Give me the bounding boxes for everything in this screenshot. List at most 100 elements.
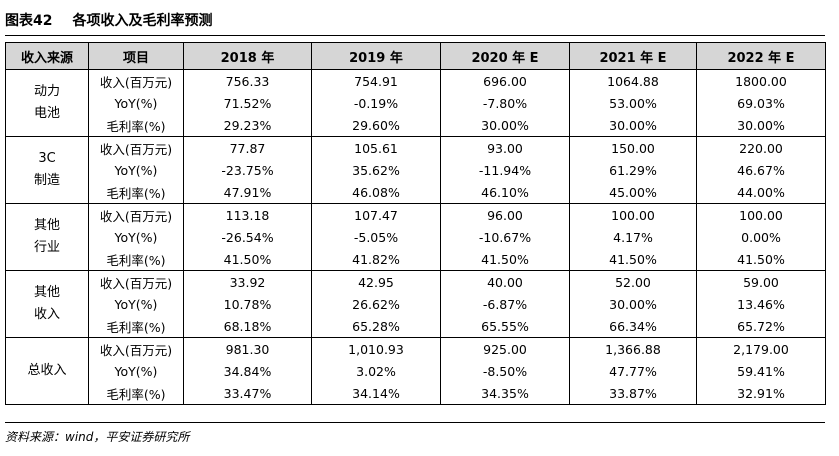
item-cell: YoY(%) [88, 293, 184, 315]
table-row: 毛利率(%) 68.18% 65.28% 65.55% 66.34% 65.72% [6, 315, 826, 338]
value-cell: 30.00% [696, 114, 826, 137]
table-row: 3C 制造 收入(百万元) 77.87 105.61 93.00 150.00 220.00 [5, 136, 826, 204]
value-cell: -6.87% [440, 293, 570, 315]
value-cell: -11.94% [440, 159, 570, 181]
value-cell: 41.82% [311, 248, 441, 271]
value-cell: 68.18% [183, 315, 312, 338]
value-cell: 754.91 [311, 69, 441, 92]
item-cell: 毛利率(%) [88, 114, 184, 137]
revenue-source-line1: 总收入 [27, 363, 67, 378]
value-cell: 59.00 [696, 270, 826, 293]
table-row: YoY(%) 34.84% 3.02% -8.50% 47.77% 59.41% [6, 360, 826, 382]
figure-number: 图表42 [5, 13, 53, 29]
item-cell: YoY(%) [88, 159, 184, 181]
revenue-source-line1: 其他 [33, 218, 60, 233]
value-cell: 41.50% [569, 248, 697, 271]
value-cell: 100.00 [569, 203, 697, 226]
value-cell: -5.05% [311, 226, 441, 248]
value-cell: 47.91% [183, 181, 312, 204]
revenue-source-cell: 3C 制造 [5, 136, 89, 204]
revenue-source-line2: 电池 [33, 106, 60, 121]
table-body: 动力 电池 收入(百万元) 756.33 754.91 696.00 1064.88 1800… [5, 69, 826, 405]
value-cell: -23.75% [183, 159, 312, 181]
value-cell: 34.84% [183, 360, 312, 382]
value-cell: 44.00% [696, 181, 826, 204]
value-cell: 45.00% [569, 181, 697, 204]
value-cell: 33.92 [183, 270, 312, 293]
value-cell: -8.50% [440, 360, 570, 382]
value-cell: 107.47 [311, 203, 441, 226]
revenue-source-cell: 总收入 [5, 337, 89, 405]
value-cell: 30.00% [440, 114, 570, 137]
value-cell: 105.61 [311, 136, 441, 159]
value-cell: 53.00% [569, 92, 697, 114]
revenue-source-cell: 动力 电池 [5, 69, 89, 137]
value-cell: 1,010.93 [311, 337, 441, 360]
item-cell: 毛利率(%) [88, 181, 184, 204]
value-cell: 696.00 [440, 69, 570, 92]
value-cell: 34.14% [311, 382, 441, 405]
value-cell: 93.00 [440, 136, 570, 159]
table-row: 其他 收入 收入(百万元) 33.92 42.95 40.00 52.00 59.00 [5, 270, 826, 338]
value-cell: 4.17% [569, 226, 697, 248]
table-row: 毛利率(%) 41.50% 41.82% 41.50% 41.50% 41.50% [6, 248, 826, 271]
table-row: YoY(%) -23.75% 35.62% -11.94% 61.29% 46.67% [6, 159, 826, 181]
revenue-forecast-table: 收入来源 项目 2018 年 2019 年 2020 年 E 2021 年 E … [5, 42, 826, 405]
value-cell: 1800.00 [696, 69, 826, 92]
revenue-source-line1: 3C [38, 151, 56, 166]
value-cell: 26.62% [311, 293, 441, 315]
table-row: 动力 电池 收入(百万元) 756.33 754.91 696.00 1064.88 1800… [5, 69, 826, 137]
value-cell: 756.33 [183, 69, 312, 92]
value-cell: 77.87 [183, 136, 312, 159]
item-cell: 收入(百万元) [88, 337, 184, 360]
item-cell: 毛利率(%) [88, 315, 184, 338]
table-row: YoY(%) 71.52% -0.19% -7.80% 53.00% 69.03% [6, 92, 826, 114]
value-cell: 33.87% [569, 382, 697, 405]
value-cell: -0.19% [311, 92, 441, 114]
table-row: 其他 行业 收入(百万元) 113.18 107.47 96.00 100.00 100.00 [5, 203, 826, 271]
header-cell: 2022 年 E [696, 42, 826, 70]
value-cell: 35.62% [311, 159, 441, 181]
value-cell: 0.00% [696, 226, 826, 248]
value-cell: 46.67% [696, 159, 826, 181]
value-cell: -7.80% [440, 92, 570, 114]
value-cell: 30.00% [569, 114, 697, 137]
revenue-source-line1: 动力 [33, 84, 60, 99]
item-cell: 毛利率(%) [88, 248, 184, 271]
value-cell: 52.00 [569, 270, 697, 293]
header-cell: 收入来源 [5, 42, 89, 70]
item-cell: YoY(%) [88, 92, 184, 114]
figure-caption: 各项收入及毛利率预测 [72, 13, 213, 29]
item-cell: 收入(百万元) [88, 270, 184, 293]
table-row: YoY(%) 10.78% 26.62% -6.87% 30.00% 13.46% [6, 293, 826, 315]
value-cell: 40.00 [440, 270, 570, 293]
value-cell: 41.50% [440, 248, 570, 271]
value-cell: 96.00 [440, 203, 570, 226]
revenue-source-line2: 制造 [33, 173, 60, 188]
table-row: 毛利率(%) 47.91% 46.08% 46.10% 45.00% 44.00% [6, 181, 826, 204]
value-cell: 2,179.00 [696, 337, 826, 360]
value-cell: 3.02% [311, 360, 441, 382]
value-cell: 220.00 [696, 136, 826, 159]
header-cell: 2020 年 E [440, 42, 570, 70]
value-cell: 33.47% [183, 382, 312, 405]
value-cell: 69.03% [696, 92, 826, 114]
item-cell: 收入(百万元) [88, 203, 184, 226]
table-row: 毛利率(%) 29.23% 29.60% 30.00% 30.00% 30.00% [6, 114, 826, 137]
source-note: 资料来源：wind，平安证券研究所 [5, 422, 825, 445]
table-row: 总收入 收入(百万元) 981.30 1,010.93 925.00 1,366.88 2,… [5, 337, 826, 405]
value-cell: 59.41% [696, 360, 826, 382]
table-row: 毛利率(%) 33.47% 34.14% 34.35% 33.87% 32.91% [6, 382, 826, 405]
value-cell: 65.72% [696, 315, 826, 338]
revenue-source-line2: 行业 [33, 240, 60, 255]
value-cell: 41.50% [183, 248, 312, 271]
value-cell: 29.60% [311, 114, 441, 137]
figure-title: 图表42 各项收入及毛利率预测 [5, 7, 825, 36]
value-cell: 150.00 [569, 136, 697, 159]
item-cell: 毛利率(%) [88, 382, 184, 405]
header-cell: 2018 年 [183, 42, 312, 70]
value-cell: 925.00 [440, 337, 570, 360]
value-cell: 13.46% [696, 293, 826, 315]
value-cell: -26.54% [183, 226, 312, 248]
item-cell: 收入(百万元) [88, 136, 184, 159]
